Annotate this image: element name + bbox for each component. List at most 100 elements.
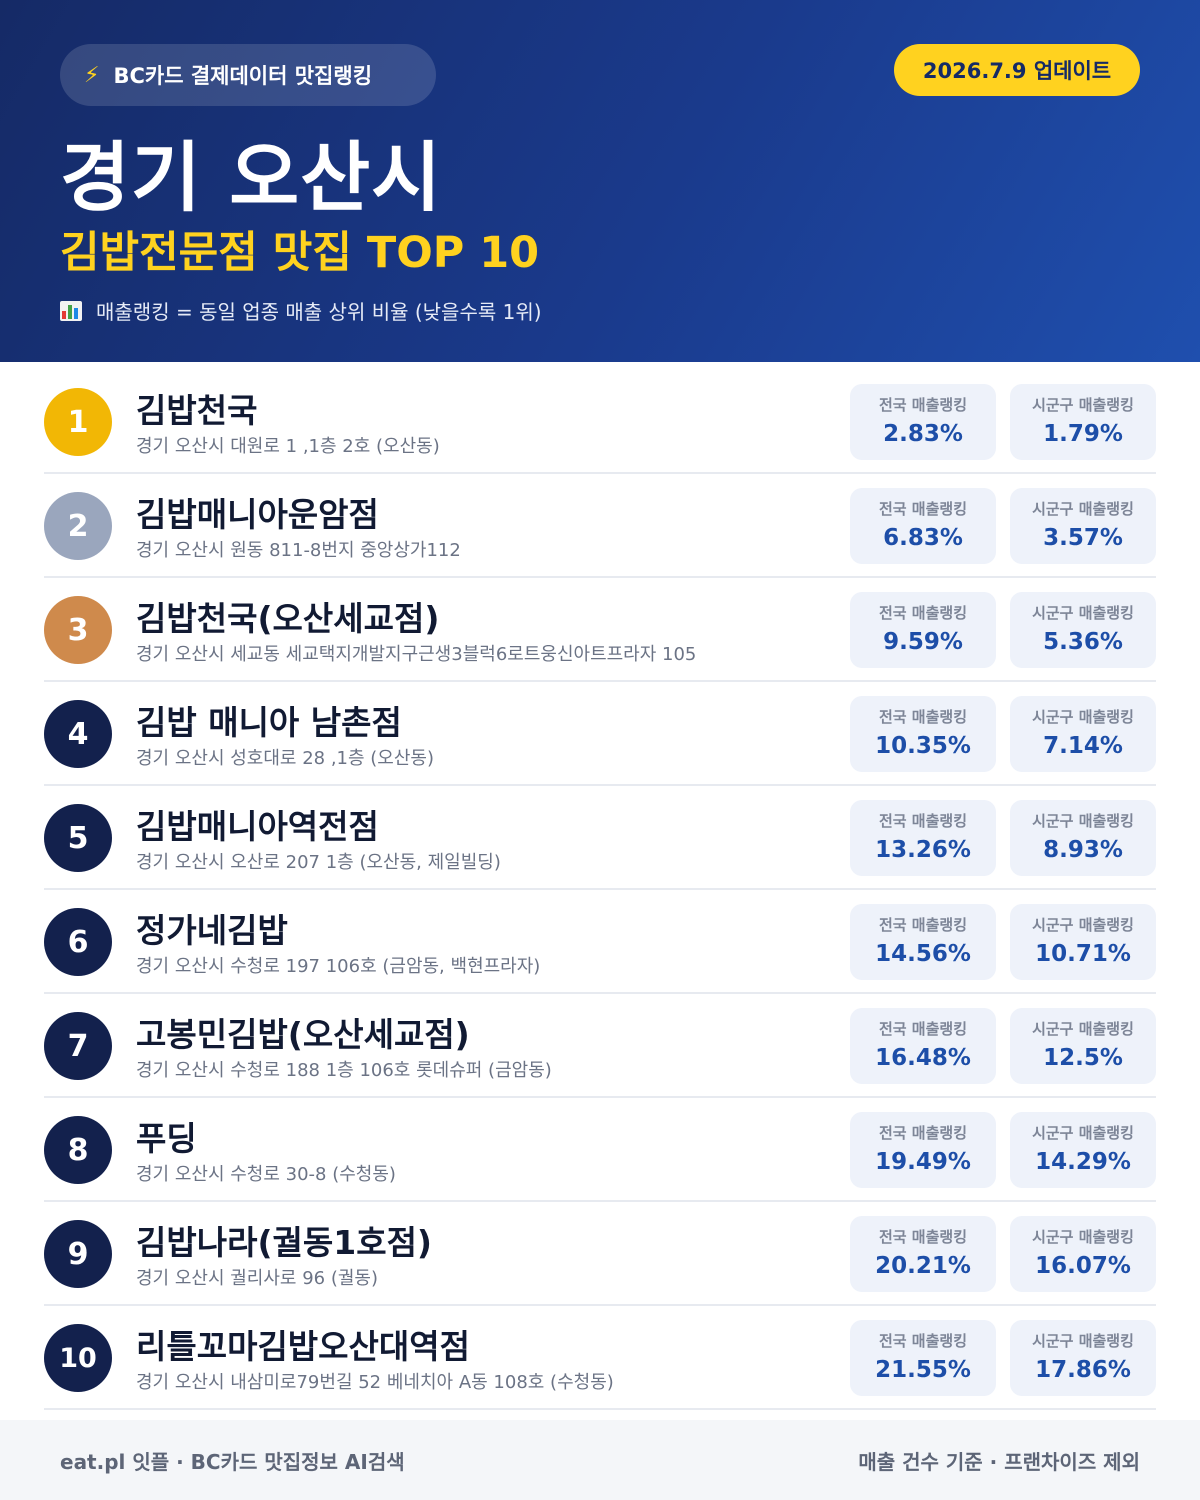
national-ranking-value: 6.83% (883, 525, 963, 551)
local-ranking-label: 시군구 매출랭킹 (1032, 1020, 1134, 1038)
rank-badge: 10 (44, 1324, 112, 1392)
local-ranking-value: 14.29% (1035, 1149, 1131, 1175)
national-ranking-card: 전국 매출랭킹 14.56% (850, 904, 996, 980)
restaurant-address: 경기 오산시 궐리사로 96 (궐동) (136, 1268, 378, 1289)
local-ranking-value: 17.86% (1035, 1357, 1131, 1383)
ranking-legend: 매출랭킹 = 동일 업종 매출 상위 비율 (낮을수록 1위) (60, 296, 542, 325)
local-ranking-label: 시군구 매출랭킹 (1032, 604, 1134, 622)
local-ranking-label: 시군구 매출랭킹 (1032, 916, 1134, 934)
local-ranking-card: 시군구 매출랭킹 14.29% (1010, 1112, 1156, 1188)
local-ranking-label: 시군구 매출랭킹 (1032, 1124, 1134, 1142)
national-ranking-card: 전국 매출랭킹 16.48% (850, 1008, 996, 1084)
national-ranking-value: 14.56% (875, 941, 971, 967)
region-title: 경기 오산시 (60, 133, 443, 222)
local-ranking-label: 시군구 매출랭킹 (1032, 1228, 1134, 1246)
national-ranking-label: 전국 매출랭킹 (878, 604, 968, 622)
restaurant-address: 경기 오산시 원동 811-8번지 중앙상가112 (136, 540, 461, 561)
national-ranking-label: 전국 매출랭킹 (878, 916, 968, 934)
local-ranking-value: 5.36% (1043, 629, 1123, 655)
local-ranking-value: 10.71% (1035, 941, 1131, 967)
restaurant-name[interactable]: 고봉민김밥(오산세교점) (136, 1015, 470, 1054)
restaurant-name[interactable]: 김밥매니아운암점 (136, 495, 379, 534)
footer-note: 매출 건수 기준 · 프랜차이즈 제외 (858, 1450, 1140, 1474)
rank-badge: 6 (44, 908, 112, 976)
national-ranking-value: 10.35% (875, 733, 971, 759)
local-ranking-card: 시군구 매출랭킹 16.07% (1010, 1216, 1156, 1292)
restaurant-name[interactable]: 김밥 매니아 남촌점 (136, 703, 402, 742)
local-ranking-label: 시군구 매출랭킹 (1032, 708, 1134, 726)
local-ranking-value: 12.5% (1043, 1045, 1123, 1071)
local-ranking-label: 시군구 매출랭킹 (1032, 1332, 1134, 1350)
local-ranking-card: 시군구 매출랭킹 17.86% (1010, 1320, 1156, 1396)
footer: eat.pl 잇플 · BC카드 맛집정보 AI검색 매출 건수 기준 · 프랜… (0, 1420, 1200, 1500)
local-ranking-card: 시군구 매출랭킹 8.93% (1010, 800, 1156, 876)
national-ranking-card: 전국 매출랭킹 19.49% (850, 1112, 996, 1188)
restaurant-address: 경기 오산시 오산로 207 1층 (오산동, 제일빌딩) (136, 852, 501, 873)
restaurant-name[interactable]: 김밥나라(궐동1호점) (136, 1223, 433, 1262)
national-ranking-card: 전국 매출랭킹 10.35% (850, 696, 996, 772)
rank-badge: 4 (44, 700, 112, 768)
restaurant-name[interactable]: 정가네김밥 (136, 911, 288, 950)
local-ranking-value: 16.07% (1035, 1253, 1131, 1279)
national-ranking-value: 13.26% (875, 837, 971, 863)
national-ranking-label: 전국 매출랭킹 (878, 1020, 968, 1038)
local-ranking-card: 시군구 매출랭킹 12.5% (1010, 1008, 1156, 1084)
national-ranking-label: 전국 매출랭킹 (878, 1124, 968, 1142)
national-ranking-card: 전국 매출랭킹 13.26% (850, 800, 996, 876)
restaurant-row[interactable]: 9 김밥나라(궐동1호점) 경기 오산시 궐리사로 96 (궐동) 전국 매출랭킹 20… (44, 1202, 1156, 1306)
local-ranking-card: 시군구 매출랭킹 1.79% (1010, 384, 1156, 460)
restaurant-row[interactable]: 2 김밥매니아운암점 경기 오산시 원동 811-8번지 중앙상가112 전국 매출랭… (44, 474, 1156, 578)
restaurant-address: 경기 오산시 성호대로 28 ,1층 (오산동) (136, 748, 435, 769)
national-ranking-card: 전국 매출랭킹 20.21% (850, 1216, 996, 1292)
restaurant-name[interactable]: 김밥매니아역전점 (136, 807, 379, 846)
source-badge: ⚡ BC카드 결제데이터 맛집랭킹 (60, 44, 436, 106)
lightning-icon: ⚡ (84, 62, 100, 88)
restaurant-name[interactable]: 김밥천국(오산세교점) (136, 599, 440, 638)
national-ranking-label: 전국 매출랭킹 (878, 1228, 968, 1246)
restaurant-name[interactable]: 리틀꼬마김밥오산대역점 (136, 1327, 470, 1366)
national-ranking-label: 전국 매출랭킹 (878, 708, 968, 726)
national-ranking-card: 전국 매출랭킹 2.83% (850, 384, 996, 460)
national-ranking-value: 16.48% (875, 1045, 971, 1071)
header-banner: ⚡ BC카드 결제데이터 맛집랭킹 2026.7.9 업데이트 경기 오산시 김… (0, 0, 1200, 362)
local-ranking-value: 7.14% (1043, 733, 1123, 759)
national-ranking-value: 9.59% (883, 629, 963, 655)
category-title: 김밥전문점 맛집 TOP 10 (60, 228, 540, 278)
legend-text: 매출랭킹 = 동일 업종 매출 상위 비율 (낮을수록 1위) (96, 300, 542, 324)
restaurant-row[interactable]: 5 김밥매니아역전점 경기 오산시 오산로 207 1층 (오산동, 제일빌딩) 전국… (44, 786, 1156, 890)
local-ranking-label: 시군구 매출랭킹 (1032, 396, 1134, 414)
national-ranking-value: 2.83% (883, 421, 963, 447)
local-ranking-label: 시군구 매출랭킹 (1032, 500, 1134, 518)
national-ranking-value: 21.55% (875, 1357, 971, 1383)
rank-badge: 8 (44, 1116, 112, 1184)
local-ranking-card: 시군구 매출랭킹 5.36% (1010, 592, 1156, 668)
restaurant-list: 1 김밥천국 경기 오산시 대원로 1 ,1층 2호 (오산동) 전국 매출랭킹 2.8… (44, 370, 1156, 1410)
rank-badge: 7 (44, 1012, 112, 1080)
restaurant-row[interactable]: 3 김밥천국(오산세교점) 경기 오산시 세교동 세교택지개발지구근생3블럭6로트웅… (44, 578, 1156, 682)
local-ranking-card: 시군구 매출랭킹 10.71% (1010, 904, 1156, 980)
restaurant-name[interactable]: 푸딩 (136, 1119, 197, 1158)
bar-chart-icon (60, 300, 82, 321)
restaurant-address: 경기 오산시 내삼미로79번길 52 베네치아 A동 108호 (수청동) (136, 1372, 614, 1393)
restaurant-row[interactable]: 8 푸딩 경기 오산시 수청로 30-8 (수청동) 전국 매출랭킹 19.49% 시군구… (44, 1098, 1156, 1202)
restaurant-address: 경기 오산시 세교동 세교택지개발지구근생3블럭6로트웅신아트프라자 105 (136, 644, 697, 665)
national-ranking-label: 전국 매출랭킹 (878, 500, 968, 518)
national-ranking-label: 전국 매출랭킹 (878, 396, 968, 414)
national-ranking-card: 전국 매출랭킹 6.83% (850, 488, 996, 564)
restaurant-name[interactable]: 김밥천국 (136, 391, 258, 430)
rank-badge: 9 (44, 1220, 112, 1288)
local-ranking-card: 시군구 매출랭킹 3.57% (1010, 488, 1156, 564)
footer-source: eat.pl 잇플 · BC카드 맛집정보 AI검색 (60, 1450, 405, 1474)
national-ranking-value: 19.49% (875, 1149, 971, 1175)
restaurant-row[interactable]: 7 고봉민김밥(오산세교점) 경기 오산시 수청로 188 1층 106호 롯데슈퍼… (44, 994, 1156, 1098)
national-ranking-label: 전국 매출랭킹 (878, 812, 968, 830)
local-ranking-value: 8.93% (1043, 837, 1123, 863)
rank-badge: 3 (44, 596, 112, 664)
restaurant-row[interactable]: 1 김밥천국 경기 오산시 대원로 1 ,1층 2호 (오산동) 전국 매출랭킹 2.8… (44, 370, 1156, 474)
local-ranking-card: 시군구 매출랭킹 7.14% (1010, 696, 1156, 772)
source-label: BC카드 결제데이터 맛집랭킹 (113, 64, 373, 88)
restaurant-address: 경기 오산시 수청로 197 106호 (금암동, 백현프라자) (136, 956, 541, 977)
